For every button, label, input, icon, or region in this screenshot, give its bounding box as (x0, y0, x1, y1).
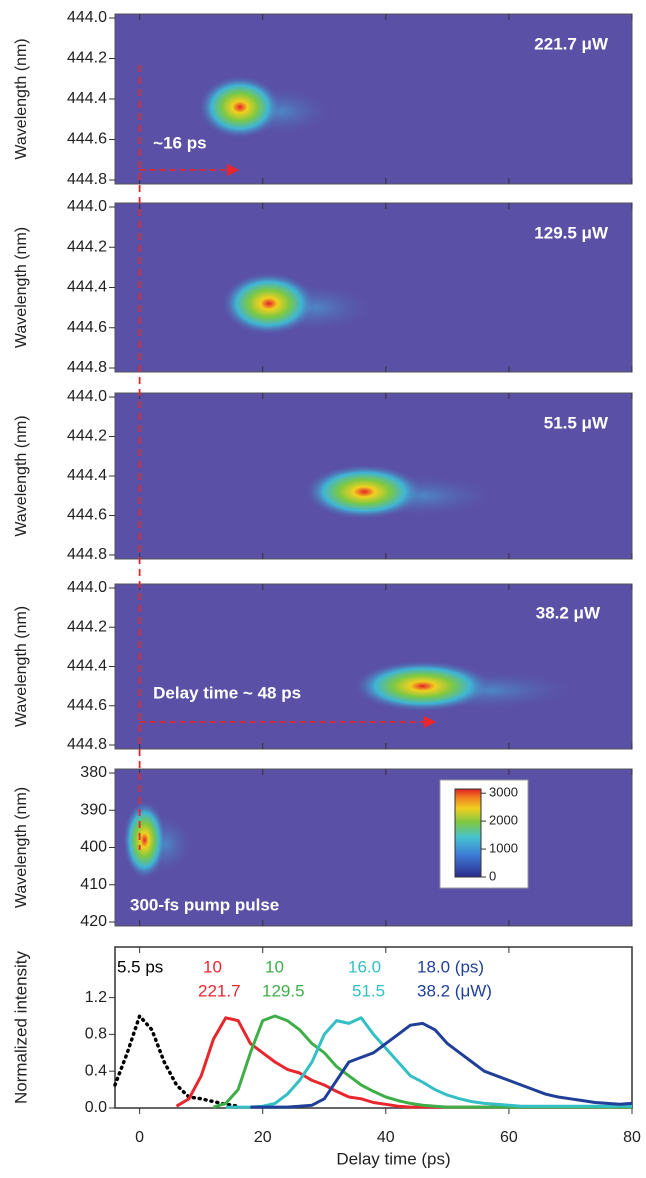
heatmap-background (114, 768, 633, 927)
arrow-label: ~16 ps (153, 133, 206, 152)
panel-label: 129.5 μW (534, 223, 609, 242)
line-series (113, 1014, 240, 1108)
y-tick-label: 444.2 (67, 238, 107, 255)
y-tick-label: 444.8 (67, 171, 107, 188)
y-tick-label: 444.8 (67, 359, 107, 376)
panel-label: 221.7 μW (534, 34, 609, 53)
heatmap-background (114, 202, 633, 373)
heatmap-spot (122, 800, 167, 881)
y-tick-label: 410 (80, 876, 107, 893)
panel-label: 300-fs pump pulse (130, 895, 279, 914)
x-tick-label: 20 (254, 1129, 272, 1146)
x-tick-label: 60 (500, 1129, 518, 1146)
annotation: 10 (203, 957, 222, 976)
heatmap-spot (304, 463, 425, 520)
y-tick-label: 444.2 (67, 50, 107, 67)
annotation: 38.2 (μW) (417, 981, 492, 1000)
y-tick-label: 380 (80, 764, 107, 781)
y-tick-label: 444.0 (67, 198, 107, 215)
y-axis-label: Wavelength (nm) (13, 415, 30, 536)
y-tick-label: 444.0 (67, 9, 107, 26)
heatmap-spot (220, 271, 317, 336)
y-tick-label: 444.2 (67, 428, 107, 445)
y-tick-label: 444.6 (67, 131, 107, 148)
y-tick-label: 0.8 (85, 1026, 107, 1043)
y-tick-label: 444.4 (67, 467, 107, 484)
colorbar-tick-label: 2000 (489, 813, 518, 828)
y-axis-label: Wavelength (nm) (13, 227, 30, 348)
panel-label: 38.2 μW (536, 603, 601, 622)
x-axis-label: Delay time (ps) (336, 1149, 450, 1168)
y-tick-label: 444.8 (67, 736, 107, 753)
y-tick-label: 444.2 (67, 618, 107, 635)
panel-label: 51.5 μW (544, 413, 609, 432)
y-tick-label: 444.6 (67, 319, 107, 336)
line-series (225, 1016, 632, 1109)
colorbar-tick-label: 0 (489, 868, 496, 883)
x-tick-label: 0 (135, 1129, 144, 1146)
annotation: 51.5 (352, 981, 385, 1000)
y-tick-label: 420 (80, 913, 107, 930)
y-tick-label: 444.4 (67, 658, 107, 675)
colorbar-tick-label: 3000 (489, 785, 518, 800)
annotation: 221.7 (198, 981, 241, 1000)
heatmap-spot (352, 660, 493, 713)
y-tick-label: 444.6 (67, 697, 107, 714)
y-tick-label: 0.0 (85, 1099, 107, 1116)
y-axis-label: Wavelength (nm) (13, 38, 30, 159)
y-tick-label: 444.8 (67, 546, 107, 563)
y-axis-label: Normalized intensity (11, 950, 30, 1104)
y-tick-label: 444.4 (67, 90, 107, 107)
y-axis-label: Wavelength (nm) (13, 606, 30, 727)
heatmap-spot (197, 75, 282, 140)
y-tick-label: 444.0 (67, 579, 107, 596)
annotation: 5.5 ps (117, 957, 163, 976)
annotation: 129.5 (262, 981, 305, 1000)
y-tick-label: 390 (80, 801, 107, 818)
y-axis-label: Wavelength (nm) (13, 787, 30, 908)
y-tick-label: 400 (80, 839, 107, 856)
colorbar-tick-label: 1000 (489, 841, 518, 856)
y-tick-label: 1.2 (85, 989, 107, 1006)
line-series (250, 1021, 633, 1109)
plot-frame (114, 946, 633, 1109)
y-tick-label: 444.0 (67, 388, 107, 405)
colorbar (454, 788, 482, 878)
annotation: 16.0 (348, 957, 381, 976)
y-tick-label: 444.6 (67, 507, 107, 524)
annotation: 10 (265, 957, 284, 976)
annotation: 18.0 (ps) (417, 957, 484, 976)
x-tick-label: 80 (623, 1129, 641, 1146)
arrow-label: Delay time ~ 48 ps (153, 683, 301, 702)
y-tick-label: 0.4 (85, 1062, 107, 1079)
x-tick-label: 40 (377, 1129, 395, 1146)
y-tick-label: 444.4 (67, 279, 107, 296)
